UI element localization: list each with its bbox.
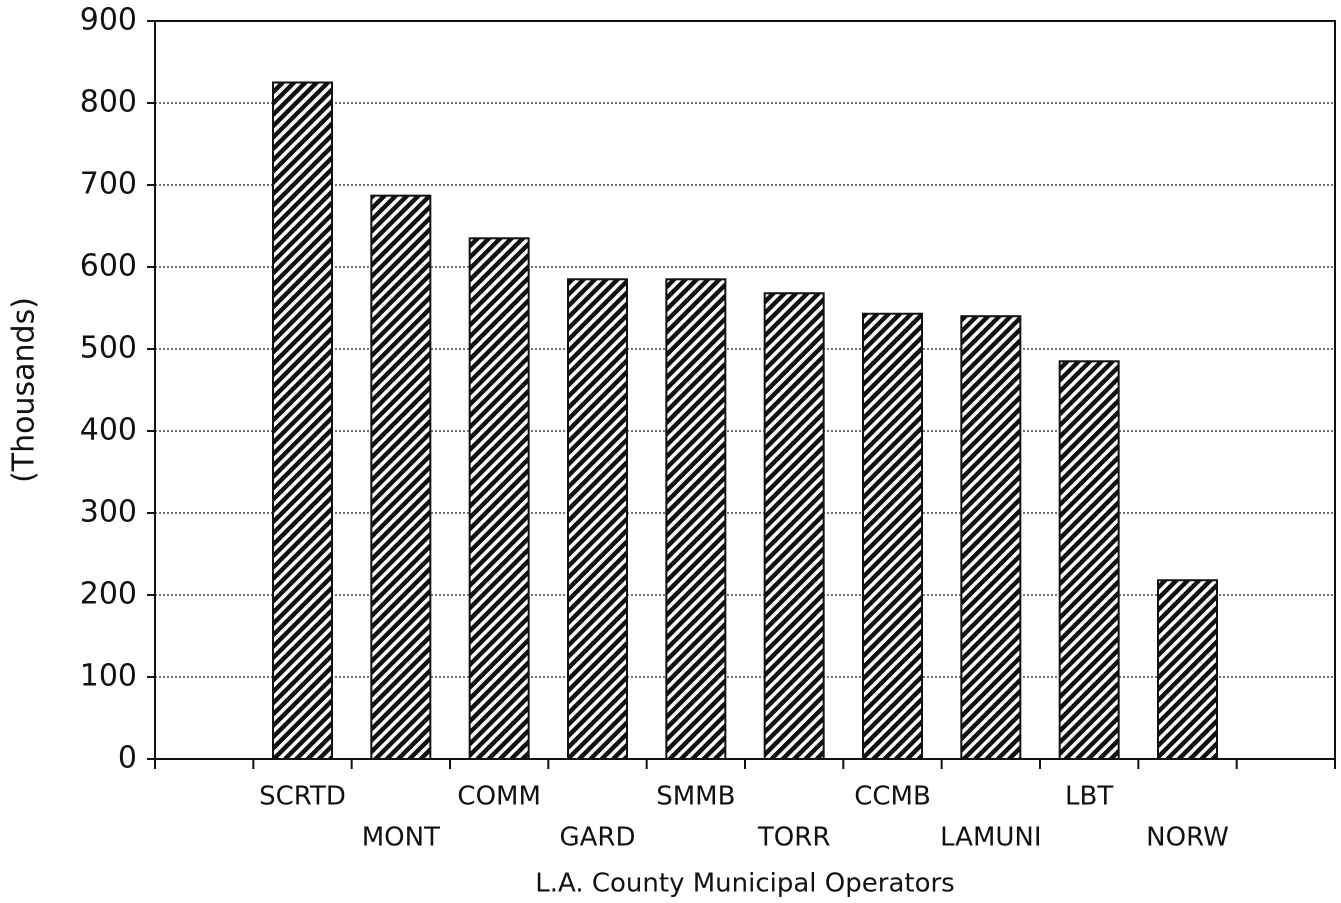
bar [1157,579,1218,760]
y-tick-label: 400 [80,413,137,448]
y-tick-label: 800 [80,85,137,120]
y-tick-label: 700 [80,167,137,202]
bar [1058,360,1120,760]
bar [763,292,825,760]
bar [468,237,530,761]
bar [665,278,727,760]
bar [272,81,333,760]
x-tick-label: GARD [559,823,635,853]
bar [567,278,628,760]
bar [960,315,1022,760]
y-tick-label: 600 [80,249,137,284]
x-axis-label: L.A. County Municipal Operators [535,869,954,899]
x-tick-label: SCRTD [259,782,346,812]
y-tick-label: 300 [80,495,137,530]
x-tick-label: CCMB [854,782,931,812]
y-tick-label: 100 [80,659,137,694]
x-tick-label: TORR [757,823,830,853]
y-tick-label: 0 [118,741,137,776]
bar [862,312,923,760]
x-tick-label: COMM [457,782,540,812]
y-tick-label: 200 [80,577,137,612]
x-tick-label: SMMB [656,782,735,812]
x-tick-label: LBT [1065,782,1113,812]
y-tick-label: 500 [80,331,137,366]
y-tick-label: 900 [80,3,137,38]
bar [370,194,432,761]
x-tick-label: NORW [1146,823,1229,853]
x-tick-label: LAMUNI [940,823,1041,853]
x-tick-label: MONT [362,823,440,853]
y-axis-label: (Thousands) [7,297,42,483]
